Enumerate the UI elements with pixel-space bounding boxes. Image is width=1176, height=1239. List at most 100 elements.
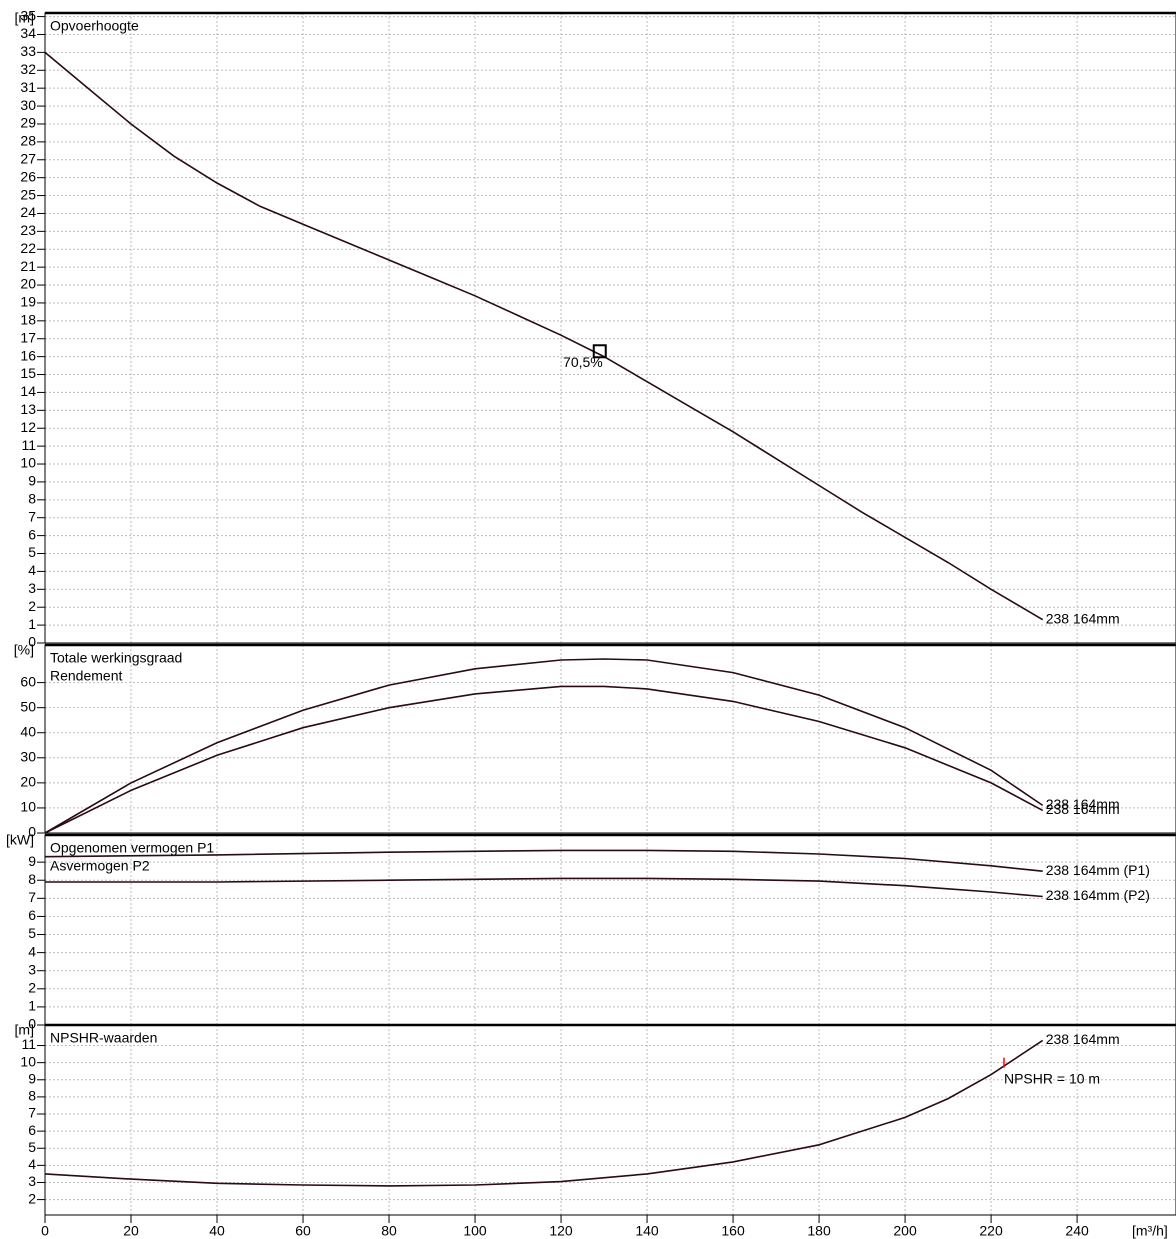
y-tick-label: 3 [28,1173,36,1189]
y-tick-label: 9 [28,853,36,869]
curve [44,1039,1044,1187]
curve-label: 238 164mm (P2) [1046,887,1150,903]
y-tick-label: 4 [28,562,36,578]
y-tick-label: 6 [28,907,36,923]
y-tick-label: 20 [20,774,36,790]
y-tick-label: 9 [28,1070,36,1086]
y-tick-label: 35 [20,7,36,23]
y-tick-label: 26 [20,168,36,184]
y-tick-label: 14 [20,383,36,399]
x-tick-label: 60 [295,1223,311,1239]
curve-label: 238 164mm [1046,1031,1120,1047]
y-tick-label: 16 [20,347,36,363]
y-tick-label: 7 [28,508,36,524]
x-axis-label: [m³/h] [1132,1223,1168,1239]
y-tick-label: 3 [28,580,36,596]
y-tick-label: 60 [20,673,36,689]
y-tick-label: 32 [20,61,36,77]
y-tick-label: 1 [28,616,36,632]
curve [44,685,1044,834]
curve [44,849,1043,872]
y-tick-label: 6 [28,526,36,542]
x-tick-label: 220 [979,1223,1003,1239]
x-tick-label: 120 [549,1223,573,1239]
y-tick-label: 21 [20,258,36,274]
y-tick-label: 10 [20,1053,36,1069]
y-tick-label: 7 [28,889,36,905]
npshr-label: NPSHR = 10 m [1004,1070,1100,1086]
x-tick-label: 200 [893,1223,917,1239]
y-tick-label: 10 [20,799,36,815]
y-tick-label: 3 [28,961,36,977]
x-tick-label: 240 [1065,1223,1089,1239]
y-tick-label: 25 [20,186,36,202]
y-tick-label: 5 [28,1139,36,1155]
x-tick-label: 100 [463,1223,487,1239]
y-tick-label: 24 [20,204,36,220]
x-tick-label: 40 [209,1223,225,1239]
y-tick-label: 29 [20,115,36,131]
y-unit-label: [m] [15,10,34,26]
y-tick-label: 2 [28,1190,36,1206]
y-tick-label: 0 [28,824,36,840]
x-tick-label: 0 [41,1223,49,1239]
y-tick-label: 28 [20,133,36,149]
curve-label: 238 164mm [1046,796,1120,812]
y-tick-label: 8 [28,871,36,887]
curve [44,51,1044,621]
y-tick-label: 9 [28,473,36,489]
y-tick-label: 4 [28,1156,36,1172]
y-tick-label: 18 [20,312,36,328]
y-tick-label: 5 [28,925,36,941]
y-tick-label: 19 [20,294,36,310]
y-tick-label: 15 [20,365,36,381]
x-tick-label: 160 [721,1223,745,1239]
curve-label: 238 164mm [1046,610,1120,626]
y-tick-label: 27 [20,150,36,166]
curve-label: 238 164mm (P1) [1046,862,1150,878]
panel-title: Opvoerhoogte [50,18,139,34]
y-tick-label: 30 [20,749,36,765]
x-tick-label: 20 [123,1223,139,1239]
y-tick-label: 31 [20,79,36,95]
y-tick-label: 13 [20,401,36,417]
curve-label: 238 164mm [1046,801,1120,817]
curve [45,877,1043,898]
y-tick-label: 23 [20,222,36,238]
y-tick-label: 12 [20,419,36,435]
y-tick-label: 10 [20,455,36,471]
y-tick-label: 11 [21,1036,36,1052]
duty-point [592,344,607,359]
y-tick-label: 2 [28,980,36,996]
y-tick-label: 0 [28,634,36,650]
panel-title: Totale werkingsgraad [50,650,182,666]
y-tick-label: 0 [28,1016,36,1032]
y-tick-label: 50 [20,698,36,714]
y-tick-label: 8 [28,1088,36,1104]
y-unit-label: [m] [15,1022,34,1038]
x-tick-label: 80 [381,1223,397,1239]
panel-title: Opgenomen vermogen P1 [50,840,214,856]
y-tick-label: 40 [20,723,36,739]
y-tick-label: 22 [20,240,36,256]
panel-subtitle: Rendement [50,668,122,684]
y-tick-label: 1 [28,998,36,1014]
curve [44,658,1044,834]
x-tick-label: 180 [807,1223,831,1239]
y-unit-label: [%] [14,642,34,658]
y-unit-label: [kW] [6,832,34,848]
y-tick-label: 5 [28,544,36,560]
y-tick-label: 11 [21,437,36,453]
x-tick-label: 140 [635,1223,659,1239]
y-tick-label: 34 [20,25,36,41]
y-tick-label: 33 [20,43,36,59]
panel-title: NPSHR-waarden [50,1030,157,1046]
y-tick-label: 30 [20,97,36,113]
y-tick-label: 2 [28,598,36,614]
y-tick-label: 20 [20,276,36,292]
duty-point-label: 70,5% [563,354,603,370]
y-tick-label: 4 [28,943,36,959]
y-tick-label: 6 [28,1122,36,1138]
